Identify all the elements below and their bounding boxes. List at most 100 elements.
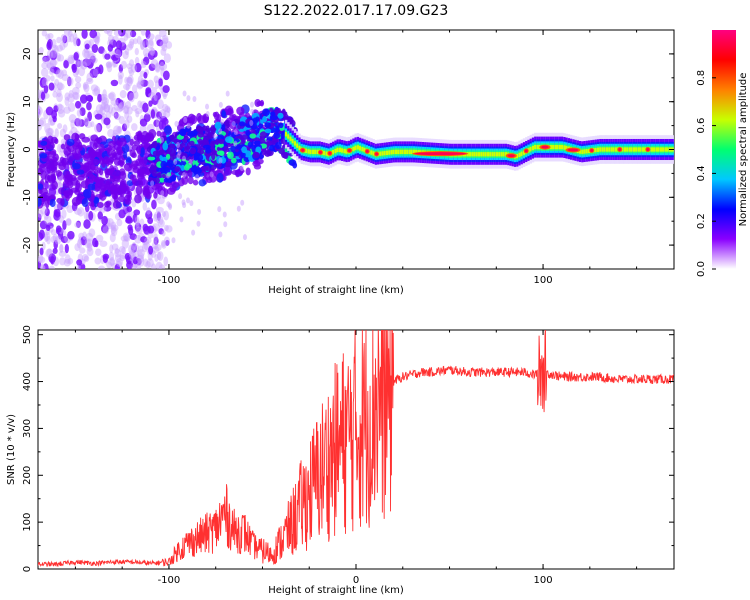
spectrogram-cell (117, 30, 126, 37)
spectrogram-cell (74, 75, 82, 83)
spectrogram-cell (107, 169, 116, 177)
spectrogram-cell (159, 108, 167, 119)
spectrogram-cell (502, 152, 506, 157)
spectrogram-cell (96, 201, 104, 208)
colorbar-tick-label: 0.6 (696, 118, 707, 134)
spectrogram-cell (54, 208, 61, 218)
spectrogram-cell (103, 30, 111, 34)
spectrogram-cell (233, 140, 238, 147)
spectrogram-cell (82, 83, 87, 91)
snr-x-tick-label: 100 (534, 575, 553, 586)
spectrogram-cell (142, 202, 148, 211)
spectrogram-cell (585, 149, 589, 154)
spectrogram-cell (158, 30, 167, 38)
spectrogram-cell (500, 152, 503, 157)
spectrogram-cell (116, 188, 121, 195)
spectrogram-cell (161, 230, 166, 237)
spectrogram-cell (88, 201, 95, 207)
colorbar-tick-label: 0.8 (696, 70, 707, 86)
spectrogram-cell (160, 47, 167, 56)
spectrogram-cell (40, 91, 46, 101)
spectrogram-cell (105, 178, 112, 185)
spectrogram-cell (596, 147, 600, 152)
spectrogram-cell (275, 125, 280, 132)
spectrogram-cell (375, 152, 379, 156)
spectrogram-cell (119, 90, 127, 99)
spectrogram-cell (262, 108, 270, 116)
spectrogram-cell (641, 147, 645, 152)
spectrogram-cell (126, 76, 133, 87)
spectrogram-cell (106, 62, 113, 73)
spectrogram-cell (107, 44, 114, 52)
spectrogram-cell (252, 151, 260, 159)
spectrogram-cell (87, 50, 94, 59)
spectrogram-cell (87, 183, 96, 191)
spectrogram-cell (277, 112, 284, 119)
spectrogram-cell (175, 142, 180, 149)
spectrogram-cell (163, 125, 173, 136)
spectrogram-cell (192, 179, 199, 186)
spectrogram-cell (160, 160, 168, 169)
snr-axes: -100 0 100 0 100 200 300 400 500 (22, 325, 674, 586)
spectrogram-cell (158, 216, 164, 225)
spectrogram-cell (135, 158, 144, 167)
spectrogram-cell (147, 216, 154, 225)
spectrogram-cell (40, 77, 47, 84)
spectrogram-cell (205, 165, 210, 172)
spectrogram-cell (268, 144, 276, 152)
spectrogram-cell (173, 158, 178, 165)
spectrogram-cell (621, 147, 625, 152)
spectrogram-cell (75, 100, 82, 109)
spectrogram-cell (57, 54, 65, 62)
spectrogram-cell (518, 152, 521, 158)
spectrogram-cell (186, 132, 194, 137)
spectrogram-cell (122, 232, 130, 242)
spectrogram-cell (230, 145, 236, 152)
spectrogram-cell (113, 194, 119, 203)
spectrogram-cell (211, 129, 216, 135)
snr-y-tick-label: 300 (22, 419, 33, 438)
spectrogram-cell (140, 60, 147, 69)
spectrogram-cell (52, 234, 59, 243)
snr-series-line (38, 330, 674, 568)
spectrogram-cell (77, 206, 85, 217)
spectrogram-cell (247, 141, 253, 148)
spectrogram-cell (628, 147, 631, 152)
spectrogram-cell (659, 147, 663, 152)
spectrogram-cell (56, 44, 63, 52)
spectrogram-cell (466, 152, 470, 157)
spectrogram-cell (148, 128, 157, 139)
spectrogram-cell (87, 170, 93, 178)
spectrogram-cell (334, 148, 337, 154)
spectrogram-cell (352, 146, 355, 152)
spectrogram-cell (156, 217, 161, 224)
spectrogram-cell (100, 93, 108, 101)
spectrogram-cell (73, 38, 78, 47)
spectrogram-cell (186, 95, 191, 102)
spectrogram-cell (53, 203, 62, 212)
spectrogram-cell (69, 175, 77, 182)
spectrogram-cell (188, 158, 193, 165)
spectrogram-cell (110, 79, 119, 87)
spectrogram-cell (67, 77, 74, 86)
spectrogram-cell (58, 109, 66, 118)
spectrogram-cell (137, 252, 145, 260)
spectrogram-cell (163, 256, 169, 267)
spectrogram-cell (51, 109, 58, 120)
spectrogram-cell (86, 101, 92, 111)
spectrogram-cell (124, 252, 131, 261)
spectrogram-cell (132, 84, 138, 94)
spectrogram-cell (605, 147, 609, 152)
spectrogram-cell (103, 117, 111, 126)
spectrogram-cell (218, 231, 223, 238)
spectrogram-cell (124, 118, 130, 129)
spectrogram-cell (76, 238, 83, 249)
spectrogram-cell (209, 171, 214, 178)
spectrogram-cell (468, 152, 472, 157)
spectrogram-cell (162, 85, 170, 94)
spectrogram-cell (84, 238, 91, 249)
spectrogram-cell (161, 211, 166, 218)
spectrogram-cell (66, 138, 75, 146)
spectrogram-cell (581, 149, 584, 154)
spectrogram-cell (107, 34, 115, 43)
